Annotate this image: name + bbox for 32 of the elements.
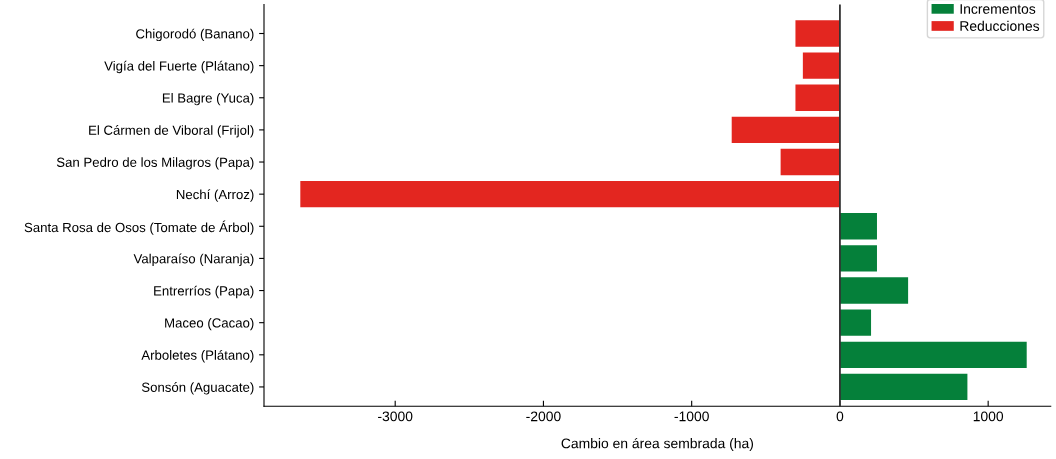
bar [795,84,840,111]
y-tick-label: Valparaíso (Naranja) [133,253,254,267]
x-axis-title: Cambio en área sembrada (ha) [561,437,754,452]
x-tick-label: -3000 [378,411,413,422]
legend-label: Incrementos [960,4,1036,14]
bar [731,116,840,144]
y-tick-label: Sonsón (Aguacate) [141,382,254,395]
bar [780,148,840,176]
y-tick-label: San Pedro de los Milagros (Papa) [56,157,254,170]
y-tick-label: Entrerríos (Papa) [154,285,254,299]
y-tick-label: El Cármen de Viboral (Frijol) [89,125,254,138]
bar [839,245,877,272]
x-tick-label: -1000 [674,411,709,422]
bar [802,52,840,79]
y-tick-label: Maceo (Cacao) [165,317,254,331]
bar [839,213,877,240]
y-tick-label: Santa Rosa de Osos (Tomate de Árbol) [24,220,254,235]
bar [795,20,840,47]
x-tick-label: 1000 [973,411,1004,422]
y-tick-label: El Bagre (Yuca) [162,92,254,106]
x-tick-label: 0 [836,411,844,422]
bar [839,277,909,304]
bar [839,309,872,336]
legend-label: Reducciones [960,20,1040,31]
y-tick-label: Chigorodó (Banano) [136,28,254,42]
y-tick-label: Vigía del Fuerte (Plátano) [104,60,254,74]
y-tick-label: Nechí (Arroz) [176,189,254,202]
bar [300,180,840,208]
bar [839,341,1027,368]
y-tick-label: Arboletes (Plátano) [141,349,254,363]
bar [839,373,968,401]
x-tick-label: -2000 [526,411,561,422]
